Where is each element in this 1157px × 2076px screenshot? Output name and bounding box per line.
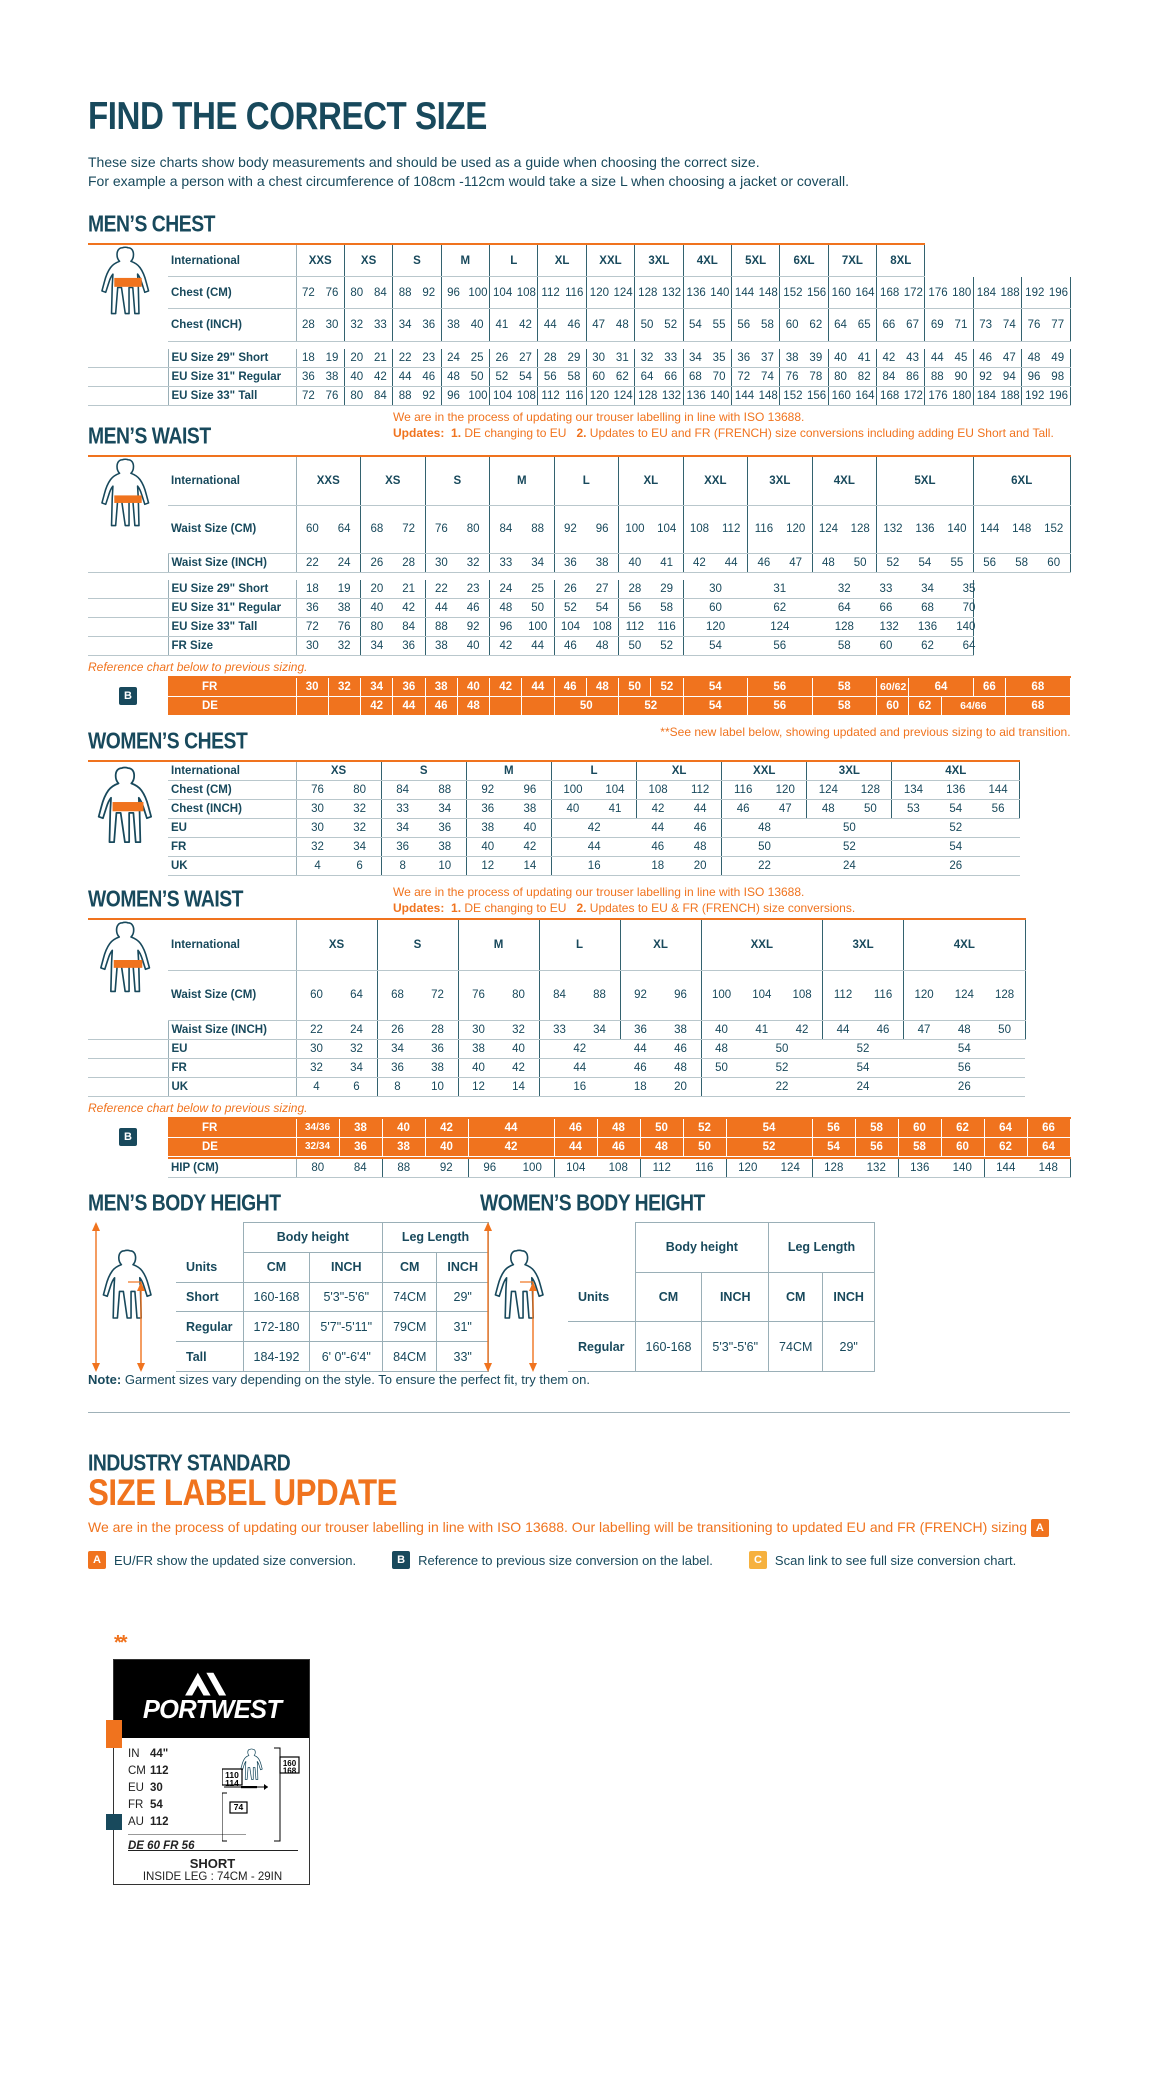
svg-text:114: 114 xyxy=(225,1778,239,1788)
svg-text:168: 168 xyxy=(283,1767,297,1776)
svg-text:74: 74 xyxy=(234,1802,244,1812)
